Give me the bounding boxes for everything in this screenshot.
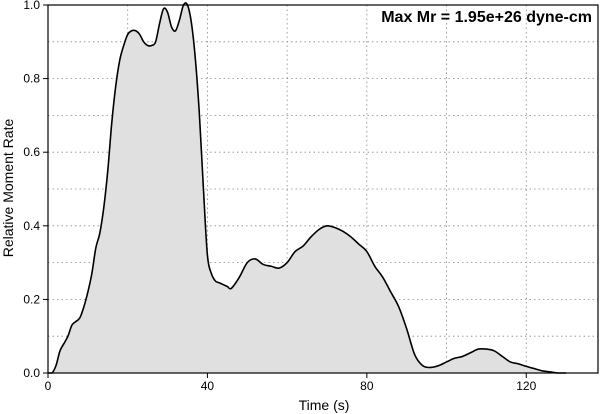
- chart-title: Max Mr = 1.95e+26 dyne-cm: [381, 9, 592, 26]
- y-tick-label: 1.0: [23, 0, 40, 12]
- x-tick-label: 40: [201, 379, 215, 393]
- plot-frame: [47, 4, 599, 374]
- moment-rate-area-series: [48, 2, 567, 374]
- axis-ticks: 0 40 80 120 0.0 0.2 0.4 0.6 0.8 1.0: [23, 0, 536, 393]
- y-axis-label: Relative Moment Rate: [0, 119, 16, 258]
- moment-rate-line: [48, 2, 567, 374]
- x-tick-label: 120: [516, 379, 536, 393]
- y-tick-label: 0.6: [23, 145, 40, 159]
- moment-rate-fill: [48, 2, 567, 373]
- x-axis-label: Time (s): [299, 397, 350, 413]
- x-tick-label: 0: [45, 379, 52, 393]
- y-tick-label: 0.2: [23, 292, 40, 306]
- y-tick-label: 0.8: [23, 72, 40, 86]
- y-tick-label: 0.0: [23, 366, 40, 380]
- y-tick-label: 0.4: [23, 219, 40, 233]
- plot-border: [47, 4, 599, 374]
- x-tick-label: 80: [360, 379, 374, 393]
